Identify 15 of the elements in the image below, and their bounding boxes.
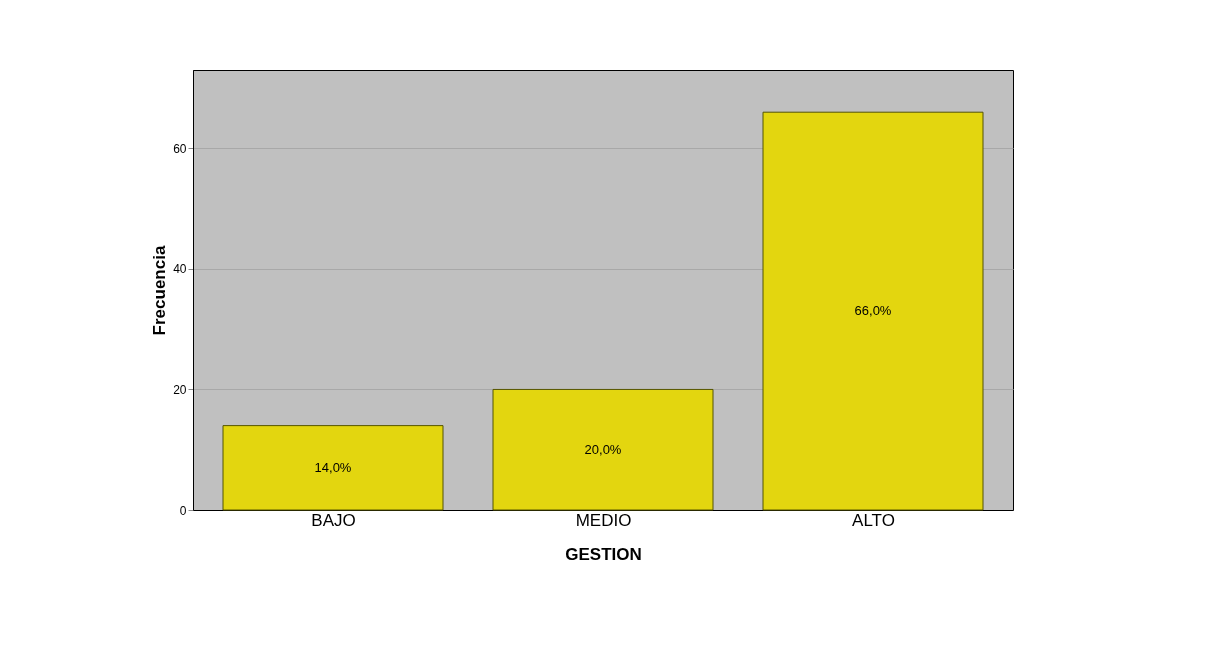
data-label: 66,0% [854,303,892,319]
bar [492,388,714,511]
bar [762,111,984,511]
y-tick-label: 20 [173,382,187,397]
y-axis-title: Frecuencia [150,245,170,336]
x-axis-title: GESTION [565,544,642,564]
y-tick-label: 40 [173,262,187,277]
x-tick-label: ALTO [852,510,895,530]
x-tick-label: BAJO [311,510,356,530]
x-tick-label: MEDIO [575,510,632,530]
y-tick-label: 60 [173,141,187,156]
data-label: 14,0% [314,459,352,475]
bar [222,425,444,511]
data-label: 20,0% [584,441,622,457]
y-tick-label: 0 [179,503,187,518]
